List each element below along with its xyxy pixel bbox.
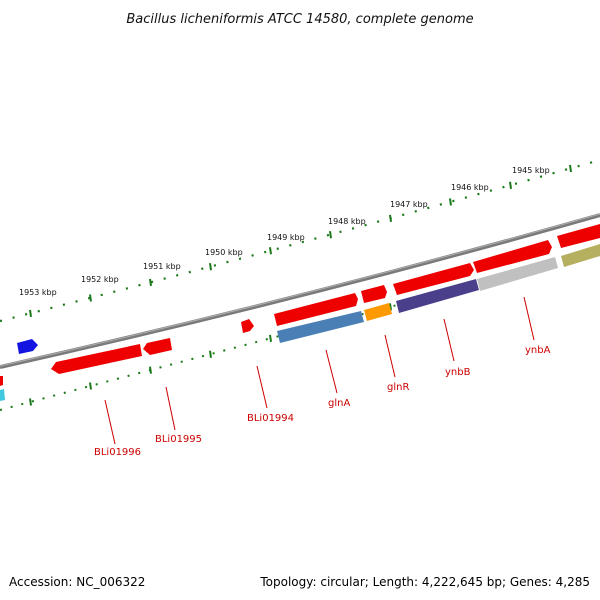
outer-scale-ring — [0, 158, 600, 323]
outer-major-tick — [149, 278, 152, 287]
outer-major-tick — [389, 214, 392, 223]
topology-text: Topology: circular; Length: 4,222,645 bp… — [259, 575, 590, 589]
gene-arrow-red — [473, 240, 552, 273]
gene-labels: BLi01996 BLi01995 BLi01994 glnA glnR ynb… — [94, 345, 551, 458]
gene-label-glnr: glnR — [387, 382, 409, 393]
gene-arrow-grey — [477, 257, 558, 291]
genome-backbone — [0, 213, 600, 369]
scale-label-1949: 1949 kbp — [267, 233, 305, 242]
gene-arrow-red — [51, 344, 142, 374]
outer-major-tick — [569, 164, 572, 173]
gene-label-glna: glnA — [328, 398, 350, 409]
label-connectors — [104, 296, 535, 445]
outer-major-tick — [449, 198, 452, 206]
forward-strand-genes — [17, 224, 600, 354]
inner-major-tick — [149, 366, 152, 374]
gene-arrow-orange — [364, 303, 392, 321]
genome-backbone-highlight — [0, 213, 600, 367]
gene-label-bli01995: BLi01995 — [155, 434, 202, 445]
gene-arrow-blue — [17, 339, 38, 354]
scale-label-1950: 1950 kbp — [205, 248, 243, 257]
inner-major-tick — [389, 303, 392, 311]
gene-arrow-red — [274, 293, 358, 326]
scale-label-1948: 1948 kbp — [328, 217, 366, 226]
outer-major-tick — [269, 247, 272, 255]
gene-arrow-red — [361, 285, 387, 303]
gene-label-bli01994: BLi01994 — [247, 413, 294, 424]
outer-major-tick — [509, 181, 512, 189]
inner-major-tick — [269, 334, 272, 343]
gene-label-ynbb: ynbB — [445, 367, 471, 378]
inner-major-tick — [89, 382, 92, 390]
gene-arrow-red-edge — [0, 376, 3, 386]
scale-labels: 1953 kbp 1952 kbp 1951 kbp 1950 kbp 1949… — [19, 166, 550, 297]
gene-arrow-red — [557, 224, 600, 248]
scale-label-1945: 1945 kbp — [512, 166, 550, 175]
accession-text: Accession: NC_006322 — [9, 575, 145, 589]
scale-label-1947: 1947 kbp — [390, 200, 428, 209]
reverse-strand-genes — [0, 244, 600, 401]
gene-label-bli01996: BLi01996 — [94, 447, 141, 458]
inner-major-tick — [209, 350, 212, 358]
scale-label-1951: 1951 kbp — [143, 262, 181, 271]
gene-arrow-red-small — [241, 319, 254, 333]
outer-major-tick — [29, 309, 32, 318]
gene-label-ynba: ynbA — [525, 345, 551, 356]
map-title: Bacillus licheniformis ATCC 14580, compl… — [126, 12, 473, 27]
outer-major-tick — [209, 263, 212, 271]
gene-arrow-red — [143, 338, 172, 355]
inner-major-tick — [29, 398, 32, 406]
scale-label-1953: 1953 kbp — [19, 288, 57, 297]
gene-arrow-cyan — [0, 389, 5, 401]
scale-label-1946: 1946 kbp — [451, 183, 489, 192]
gene-arrow-steel-blue — [277, 311, 364, 343]
gene-arrow-olive — [561, 244, 600, 267]
gene-arrow-red — [393, 263, 474, 295]
outer-major-ticks — [29, 164, 572, 318]
scale-label-1952: 1952 kbp — [81, 275, 119, 284]
outer-major-tick — [89, 294, 92, 302]
gene-arrow-purple — [396, 279, 479, 313]
outer-major-tick — [329, 231, 332, 239]
